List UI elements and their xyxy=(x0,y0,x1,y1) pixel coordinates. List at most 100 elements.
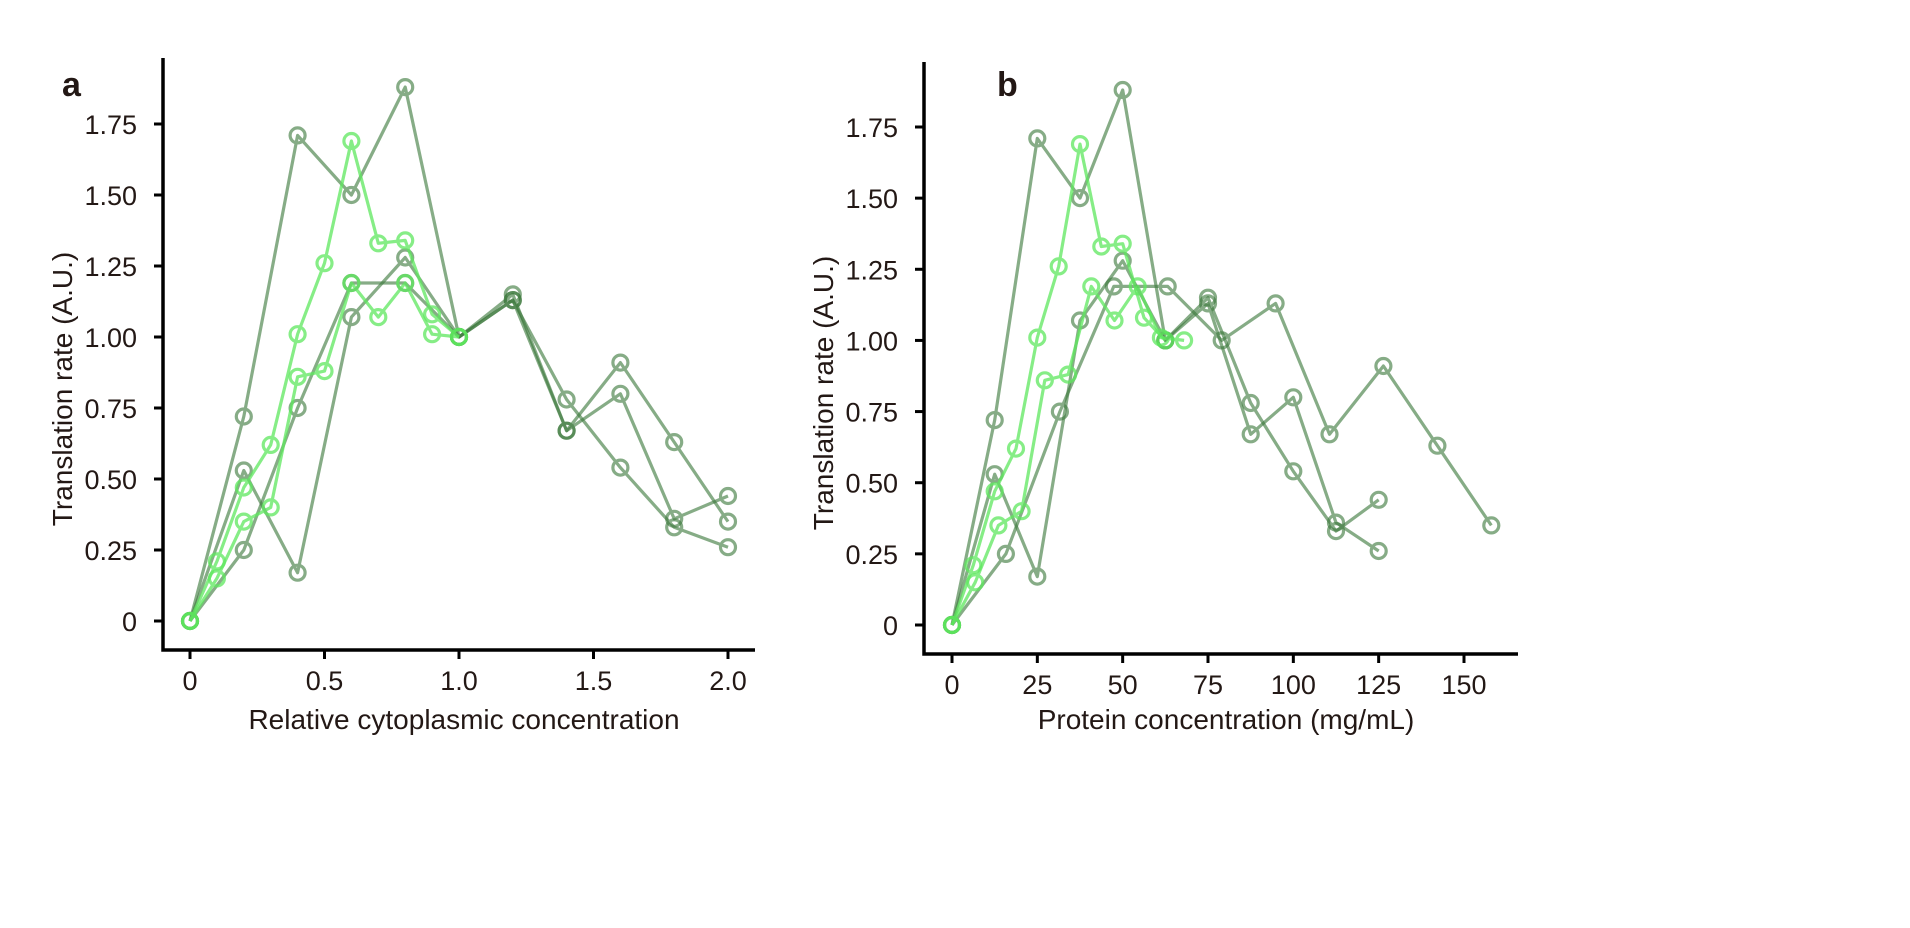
data-point xyxy=(1028,328,1047,347)
data-point xyxy=(1049,257,1068,276)
y-axis-title-b: Translation rate (A.U.) xyxy=(808,256,839,530)
series-light-1 xyxy=(180,131,469,631)
data-point xyxy=(288,563,307,582)
data-point xyxy=(234,540,253,560)
data-point xyxy=(1212,331,1231,350)
y-tick-label: 1.25 xyxy=(845,255,898,285)
data-point xyxy=(1482,516,1501,535)
data-point xyxy=(1374,356,1393,376)
data-point xyxy=(665,433,684,452)
y-tick-label: 1.00 xyxy=(845,326,898,356)
data-point xyxy=(315,362,334,381)
data-point xyxy=(557,390,576,409)
x-tick-label: 25 xyxy=(1022,670,1052,700)
x-tick-label: 75 xyxy=(1193,670,1223,700)
data-point xyxy=(1105,311,1124,330)
x-tick-label: 2.0 xyxy=(709,666,747,696)
data-point xyxy=(718,486,738,506)
y-tick-label: 0.75 xyxy=(84,394,137,424)
data-point xyxy=(288,126,307,145)
data-point xyxy=(234,461,253,480)
axis-b xyxy=(922,62,1518,656)
data-point xyxy=(423,305,442,324)
data-point xyxy=(1174,331,1194,350)
data-point xyxy=(1113,80,1132,100)
ticks-a: 0 0.25 0.50 0.75 1.00 1.25 1.50 1.75 0 0.5 1.0 1.5 2… xyxy=(84,110,746,696)
data-point xyxy=(665,518,684,537)
data-point xyxy=(1070,135,1090,154)
panel-label-b: b xyxy=(997,66,1018,104)
data-point xyxy=(989,516,1008,535)
data-point xyxy=(1266,294,1285,313)
data-point xyxy=(1284,462,1303,481)
data-point xyxy=(180,611,200,631)
x-axis-title-b: Protein concentration (mg/mL) xyxy=(1038,704,1415,735)
y-tick-label: 0.25 xyxy=(845,540,898,570)
data-point xyxy=(1369,490,1388,509)
series-line xyxy=(950,88,1380,626)
data-point xyxy=(315,254,334,273)
y-tick-label: 1.25 xyxy=(84,252,137,282)
data-point xyxy=(423,325,442,344)
x-tick-label: 0 xyxy=(944,670,959,700)
data-point xyxy=(1128,277,1147,296)
y-tick-label: 1.50 xyxy=(845,184,898,214)
x-tick-label: 1.5 xyxy=(575,666,613,696)
data-point xyxy=(1158,277,1177,296)
data-point xyxy=(1151,328,1171,347)
x-tick-label: 1.0 xyxy=(440,666,478,696)
data-point xyxy=(449,327,469,347)
y-tick-label: 0.25 xyxy=(84,536,137,566)
series-line xyxy=(188,139,461,622)
data-point xyxy=(1241,425,1260,444)
data-point xyxy=(1092,237,1111,256)
data-point xyxy=(396,77,415,97)
data-point xyxy=(611,384,630,403)
data-point xyxy=(1320,425,1339,444)
x-tick-label: 150 xyxy=(1441,670,1486,700)
data-point xyxy=(1082,277,1101,296)
data-point xyxy=(1113,251,1132,270)
data-point xyxy=(718,512,738,531)
data-point xyxy=(261,435,280,454)
data-point xyxy=(369,308,388,327)
data-point xyxy=(342,308,361,327)
data-point xyxy=(234,478,253,497)
x-tick-label: 0.5 xyxy=(306,666,344,696)
data-point xyxy=(718,538,738,557)
data-point xyxy=(942,615,962,635)
series-dark-1 xyxy=(180,77,738,631)
axis-a xyxy=(161,58,755,652)
data-point xyxy=(1198,288,1218,307)
data-point xyxy=(207,569,226,588)
y-tick-label: 0 xyxy=(883,611,898,641)
series-line xyxy=(950,284,1185,626)
panel-b: b 0 0.25 0.50 0.75 1.00 1.25 1.50 1.75 0 25 50 75 10… xyxy=(808,62,1518,735)
data-point xyxy=(1104,277,1123,296)
series-layer-a xyxy=(180,77,738,631)
series-line xyxy=(950,142,1167,626)
series-light-1 xyxy=(942,135,1175,635)
series-light-2 xyxy=(942,277,1194,635)
series-line xyxy=(188,281,460,622)
data-point xyxy=(1012,502,1031,521)
y-tick-label: 1.00 xyxy=(84,323,137,353)
y-tick-label: 0.50 xyxy=(84,465,137,495)
series-layer-b xyxy=(942,80,1501,635)
y-tick-label: 0 xyxy=(122,607,137,637)
data-point xyxy=(1035,371,1054,390)
y-axis-title-a: Translation rate (A.U.) xyxy=(47,252,78,526)
data-point xyxy=(1241,393,1260,413)
x-axis-title-a: Relative cytoplasmic concentration xyxy=(248,704,679,735)
data-point xyxy=(985,411,1004,430)
data-point xyxy=(288,367,307,386)
x-tick-label: 50 xyxy=(1108,670,1138,700)
y-tick-label: 1.50 xyxy=(84,181,137,211)
data-point xyxy=(234,407,253,426)
data-point xyxy=(342,131,361,151)
series-light-2 xyxy=(180,273,469,631)
panel-label-a: a xyxy=(62,66,82,104)
data-point xyxy=(557,421,576,440)
data-point xyxy=(234,512,253,531)
